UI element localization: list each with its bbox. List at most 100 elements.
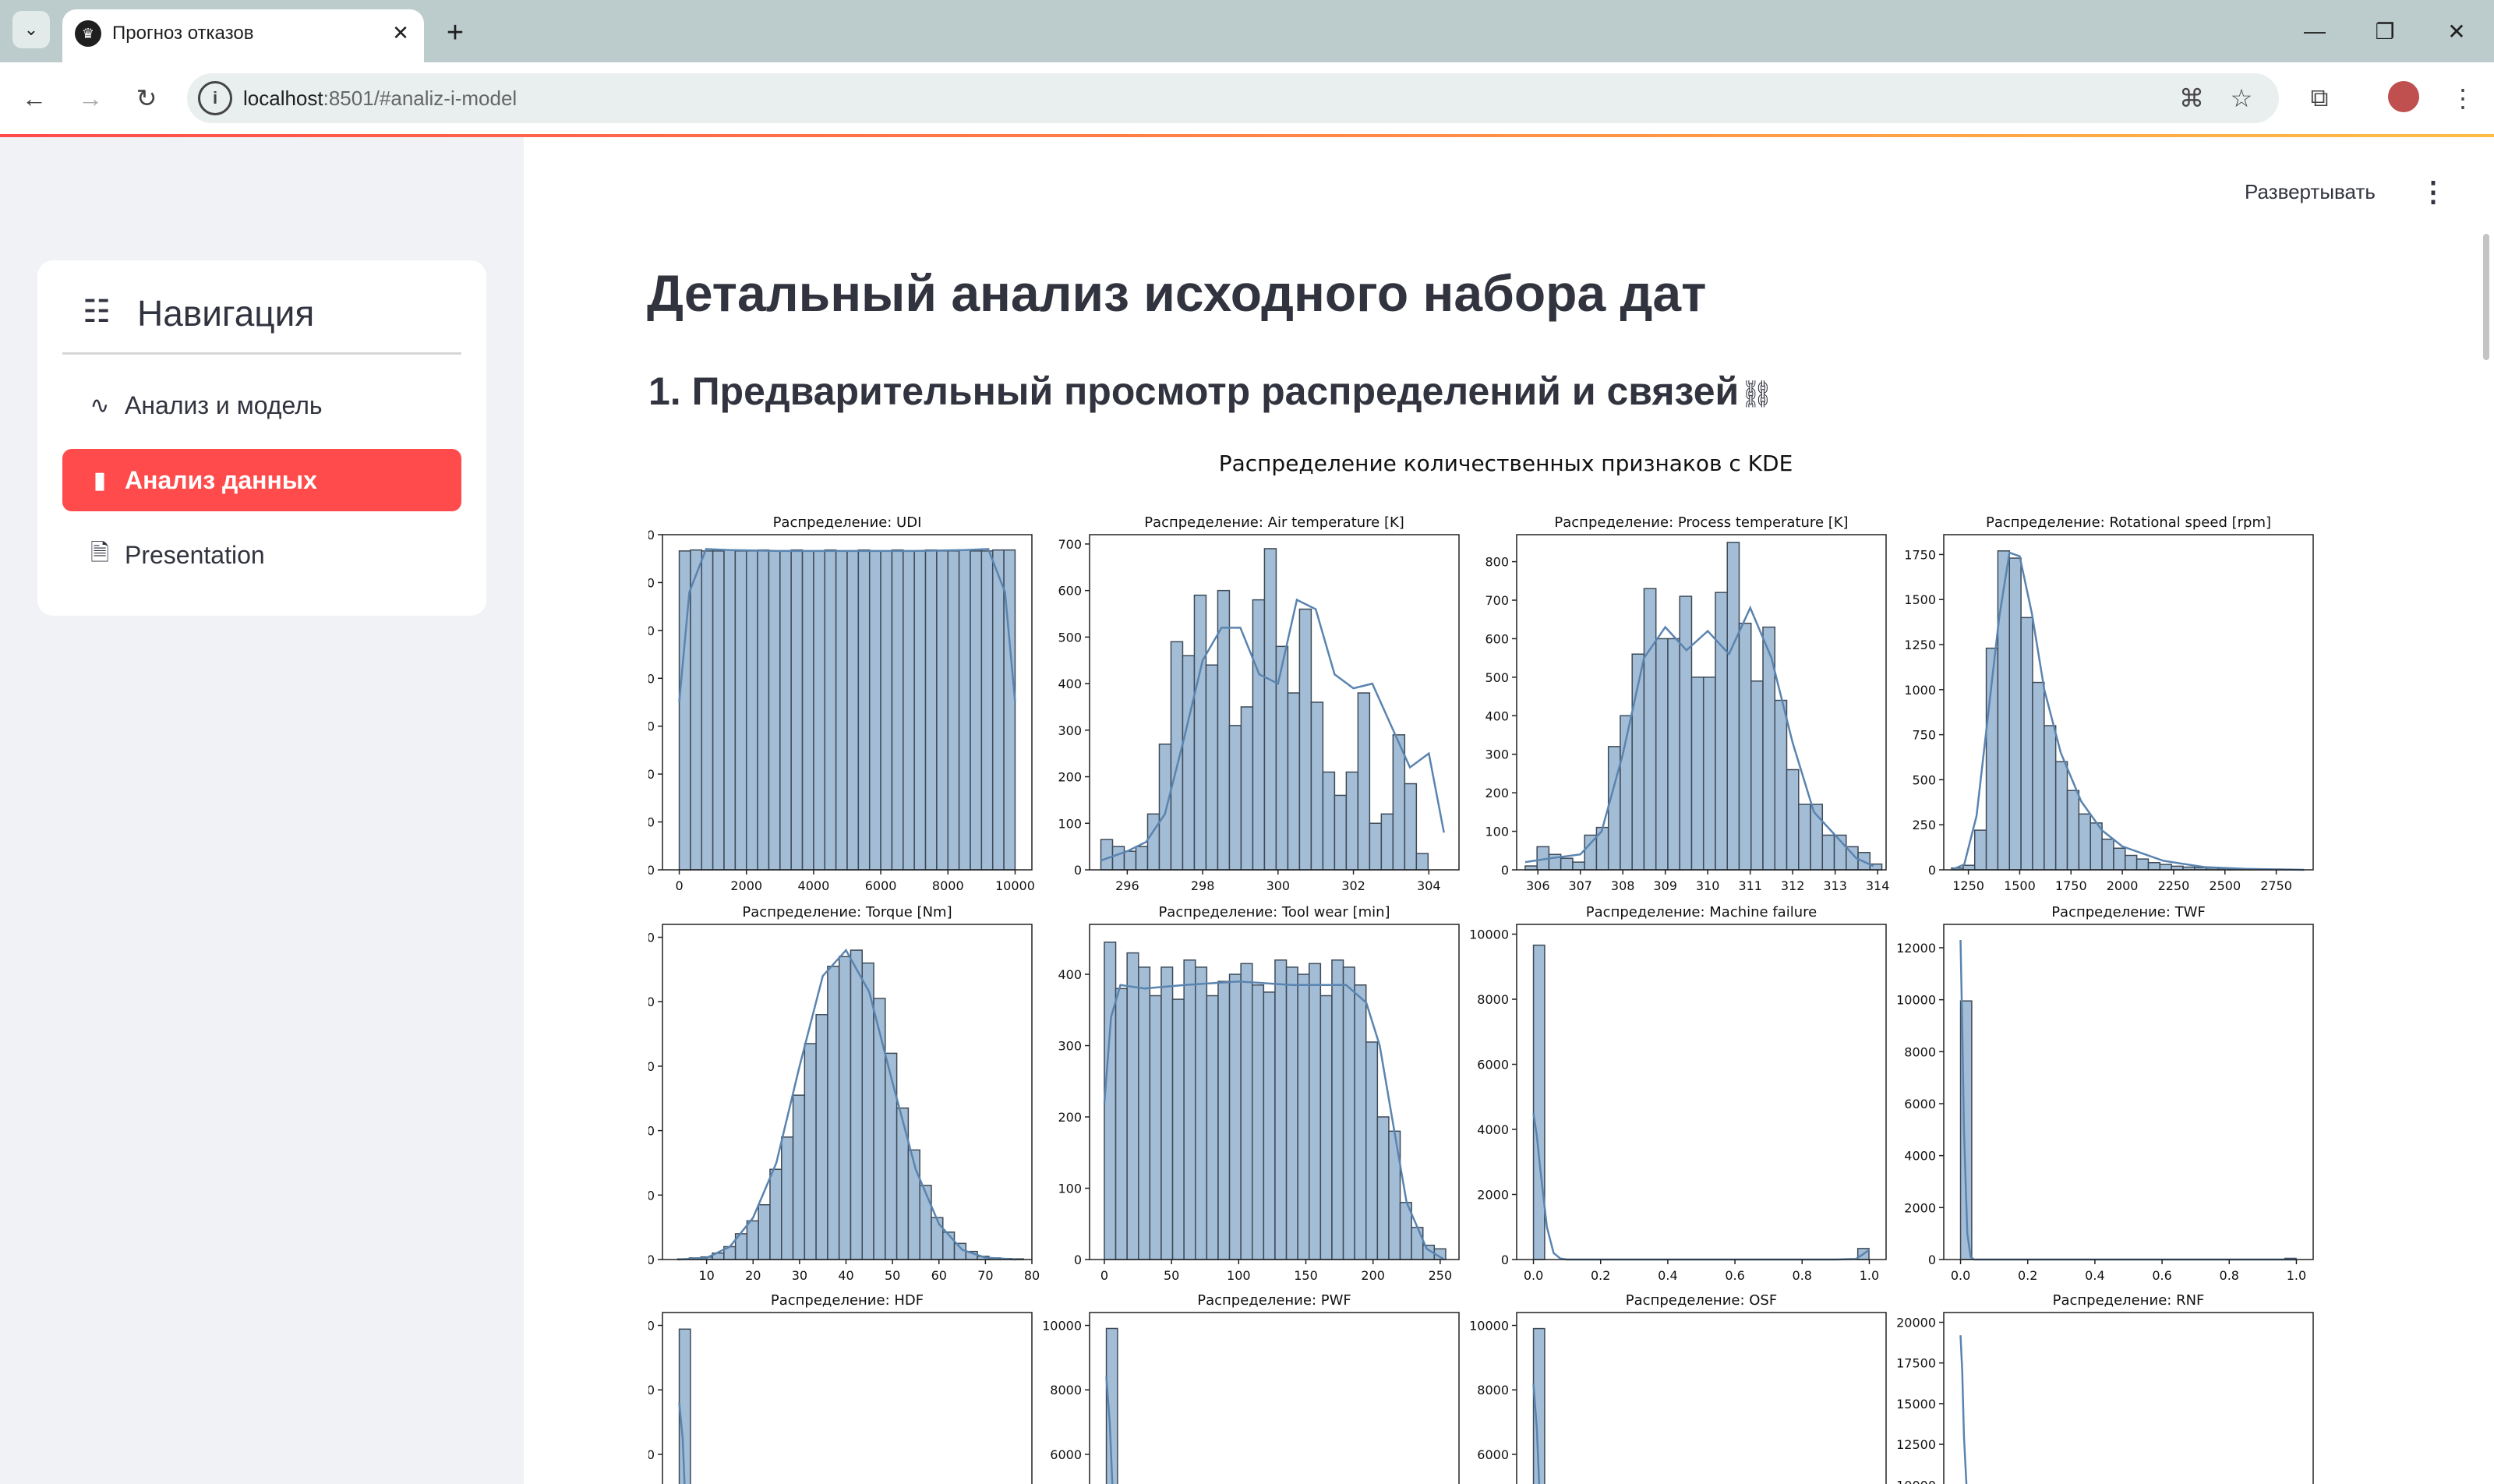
histogram-bar: [712, 550, 725, 871]
sidebar-item-label: Анализ и модель: [125, 391, 323, 419]
new-tab-plus-icon[interactable]: +: [446, 16, 465, 49]
y-tick-label: 12500: [1896, 1437, 1936, 1452]
menu-list-icon: ☷: [83, 295, 111, 329]
histogram-bar: [913, 550, 927, 871]
y-tick-label: 750: [1912, 728, 1936, 743]
y-tick-label: 6000: [648, 1447, 655, 1462]
subplot-title: Распределение: Tool wear [min]: [1158, 904, 1390, 920]
y-tick-label: 400: [648, 1124, 655, 1139]
bookmark-star-icon[interactable]: ☆: [2230, 84, 2253, 112]
site-info-icon[interactable]: i: [198, 81, 232, 115]
y-tick-label: 0: [1074, 863, 1082, 878]
histogram-bar: [861, 962, 874, 1260]
deploy-button[interactable]: Развертывать: [2245, 180, 2376, 203]
histogram-bar: [1105, 1327, 1118, 1484]
histogram-bar: [919, 1185, 932, 1260]
profile-avatar[interactable]: [2388, 81, 2419, 112]
window-close-icon[interactable]: ✕: [2447, 19, 2466, 44]
y-tick-label: 10000: [1469, 1319, 1509, 1334]
histogram-bar: [1193, 594, 1207, 871]
sidebar-item-data-analysis[interactable]: ▮ Анализ данных: [62, 449, 461, 511]
url-text[interactable]: localhost:8501/#analiz-i-model: [243, 84, 517, 112]
histogram-bar: [2008, 557, 2022, 871]
histogram-bar: [942, 1231, 956, 1260]
x-tick-label: 150: [1294, 1268, 1318, 1283]
y-tick-label: 1500: [1904, 592, 1936, 607]
histogram-bar: [891, 549, 904, 871]
subplot-title: Распределение: TWF: [2051, 904, 2206, 920]
histogram-bar: [1655, 638, 1669, 871]
kde-line: [1959, 939, 2297, 1261]
histogram-bar: [1750, 680, 1764, 871]
histogram-bar: [885, 1052, 898, 1260]
y-tick-label: 300: [1058, 1039, 1082, 1054]
url-path: :8501/#analiz-i-model: [323, 87, 518, 110]
y-tick-label: 2000: [1477, 1188, 1509, 1203]
y-tick-label: 1250: [1904, 638, 1936, 652]
x-tick-label: 1750: [2055, 878, 2087, 893]
y-tick-label: 10000: [1896, 993, 1936, 1008]
y-tick-label: 200: [648, 1188, 655, 1203]
address-bar[interactable]: [187, 73, 2279, 123]
browser-menu-icon[interactable]: ⋮: [2450, 84, 2475, 112]
kde-line: [1959, 1335, 1968, 1484]
y-tick-label: 10000: [1896, 1478, 1936, 1484]
histogram-bar: [947, 550, 960, 871]
histogram-bar: [1240, 706, 1254, 871]
x-tick-label: 1250: [1952, 878, 1984, 893]
y-tick-label: 300: [1485, 747, 1509, 762]
restore-icon[interactable]: ❐: [2375, 19, 2395, 44]
histogram-bar: [1331, 959, 1344, 1260]
x-tick-label: 0.8: [2220, 1268, 2239, 1283]
histogram-bar: [1123, 850, 1137, 871]
subplot: Распределение: HDF 6000 8000 10000: [648, 1292, 1033, 1484]
x-tick-label: 313: [1823, 878, 1847, 893]
histogram-bar: [896, 1107, 910, 1260]
histogram-bar: [835, 550, 848, 871]
histogram-bar: [781, 1136, 794, 1260]
histogram-bar: [1380, 813, 1394, 871]
x-tick-label: 314: [1866, 878, 1890, 893]
histogram-bar: [1183, 959, 1196, 1260]
histogram-bar: [1726, 542, 1740, 871]
histogram-bar: [1146, 813, 1160, 871]
sidebar-item-presentation[interactable]: 🗎 Presentation: [62, 524, 461, 586]
x-tick-label: 0.2: [2018, 1268, 2037, 1283]
forward-arrow-icon[interactable]: →: [78, 83, 103, 112]
back-arrow-icon[interactable]: ←: [22, 83, 47, 112]
axes-frame: [1089, 1312, 1460, 1484]
url-host: localhost: [243, 87, 323, 110]
translate-icon[interactable]: ⌘: [2179, 84, 2204, 112]
link-anchor-icon[interactable]: ⛓: [1740, 380, 1774, 409]
x-tick-label: 311: [1738, 878, 1762, 893]
sidebar-item-analysis-model[interactable]: ∿ Анализ и модель: [62, 374, 461, 436]
main-menu-icon[interactable]: ⋮: [2419, 175, 2447, 207]
extensions-puzzle-icon[interactable]: ⧉: [2310, 83, 2329, 111]
subplot: Распределение: Torque [Nm] 10 20 30 40 50 60 70…: [648, 904, 1040, 1283]
x-tick-label: 0.6: [2152, 1268, 2171, 1283]
browser-tab[interactable]: [62, 9, 424, 62]
histogram-bar: [746, 1220, 759, 1260]
histogram-bar: [1369, 822, 1383, 871]
reload-icon[interactable]: ↻: [136, 84, 157, 112]
histogram-bar: [1798, 804, 1811, 871]
y-tick-label: 600: [1058, 584, 1082, 599]
y-tick-label: 200: [648, 671, 655, 686]
kde-line: [1100, 598, 1445, 862]
subplot: Распределение: PWF 6000 8000 10000: [1042, 1292, 1460, 1484]
minimize-icon[interactable]: —: [2304, 19, 2326, 43]
histogram-bar: [758, 1203, 771, 1260]
scrollbar-thumb[interactable]: [2483, 234, 2489, 360]
y-tick-label: 8000: [1050, 1383, 1082, 1397]
tab-list-chevron-icon[interactable]: ⌄: [12, 11, 50, 48]
tab-close-icon[interactable]: ✕: [392, 20, 409, 44]
kde-line: [678, 1402, 686, 1484]
histogram-bar: [2032, 681, 2045, 871]
histogram-bar: [1532, 944, 1546, 1260]
x-tick-label: 1500: [2004, 878, 2036, 893]
axes-frame: [662, 1312, 1033, 1484]
histogram-bar: [768, 550, 781, 871]
axes-frame: [1516, 534, 1887, 871]
y-tick-label: 8000: [1477, 992, 1509, 1007]
histogram-bar: [734, 550, 747, 871]
